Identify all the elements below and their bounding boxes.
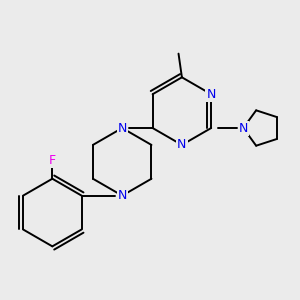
Text: N: N	[238, 122, 248, 134]
Text: N: N	[118, 122, 127, 134]
Text: F: F	[49, 154, 56, 166]
Text: N: N	[206, 88, 216, 101]
Text: N: N	[118, 189, 127, 202]
Text: N: N	[177, 138, 187, 152]
